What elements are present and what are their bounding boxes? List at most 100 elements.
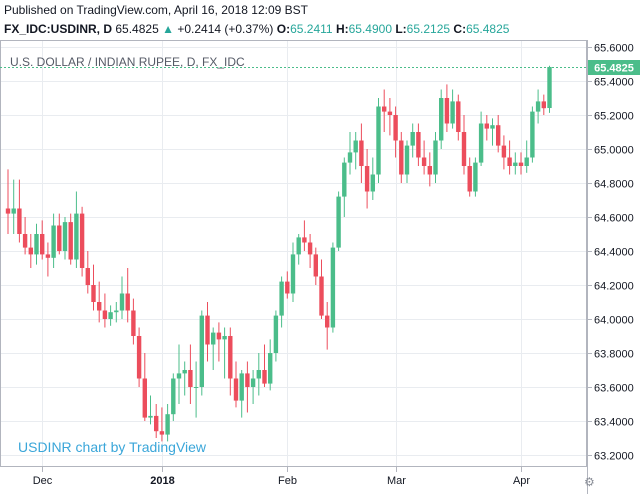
candle[interactable] xyxy=(119,276,125,320)
candle[interactable] xyxy=(547,65,552,113)
candle[interactable] xyxy=(171,373,176,421)
candle[interactable] xyxy=(387,98,393,136)
candle[interactable] xyxy=(439,89,444,150)
candle[interactable] xyxy=(28,234,33,268)
candle[interactable] xyxy=(11,179,16,234)
candle[interactable] xyxy=(239,370,244,418)
candle[interactable] xyxy=(353,132,358,170)
candle[interactable] xyxy=(370,157,375,201)
candle[interactable] xyxy=(74,191,79,269)
candle[interactable] xyxy=(17,179,22,243)
candle[interactable] xyxy=(530,106,535,163)
candle[interactable] xyxy=(108,305,113,326)
candle[interactable] xyxy=(131,298,136,345)
candle[interactable] xyxy=(34,223,39,265)
candle[interactable] xyxy=(268,339,273,391)
candle[interactable] xyxy=(91,264,96,311)
candle[interactable] xyxy=(404,140,410,184)
candle[interactable] xyxy=(250,370,256,404)
candle[interactable] xyxy=(364,149,370,209)
candle[interactable] xyxy=(518,152,524,175)
candle[interactable] xyxy=(296,234,301,265)
candle[interactable] xyxy=(524,140,529,173)
candle[interactable] xyxy=(136,327,142,388)
candle[interactable] xyxy=(467,157,472,197)
candle[interactable] xyxy=(154,404,159,438)
candle[interactable] xyxy=(245,361,250,413)
candle[interactable] xyxy=(478,111,484,166)
candle[interactable] xyxy=(450,89,455,129)
candle[interactable] xyxy=(382,89,387,133)
candle[interactable] xyxy=(188,344,193,405)
candle[interactable] xyxy=(307,234,313,268)
candle[interactable] xyxy=(473,157,478,197)
candle[interactable] xyxy=(501,135,507,170)
candle[interactable] xyxy=(456,94,461,141)
candle[interactable] xyxy=(142,353,147,421)
candle[interactable] xyxy=(273,310,279,362)
candle[interactable] xyxy=(102,293,108,328)
candle[interactable] xyxy=(541,94,546,115)
candle[interactable] xyxy=(165,404,170,442)
candle[interactable] xyxy=(279,276,284,328)
candle[interactable] xyxy=(330,242,336,333)
candle[interactable] xyxy=(176,344,182,405)
candle[interactable] xyxy=(290,242,296,303)
candle[interactable] xyxy=(513,152,518,175)
candle[interactable] xyxy=(342,157,347,218)
candle[interactable] xyxy=(114,302,119,323)
candle[interactable] xyxy=(5,169,11,234)
candle[interactable] xyxy=(216,322,222,362)
candle[interactable] xyxy=(444,84,450,132)
candle[interactable] xyxy=(182,361,187,396)
candle[interactable] xyxy=(336,191,341,252)
candle[interactable] xyxy=(193,361,199,418)
candle[interactable] xyxy=(205,302,210,362)
candle[interactable] xyxy=(148,395,153,425)
candle[interactable] xyxy=(57,213,62,255)
candle[interactable] xyxy=(68,213,73,265)
candle[interactable] xyxy=(507,140,512,175)
candle[interactable] xyxy=(62,217,68,260)
candle[interactable] xyxy=(159,407,165,442)
candle[interactable] xyxy=(85,251,90,294)
candle[interactable] xyxy=(535,89,541,124)
candle[interactable] xyxy=(199,310,204,396)
settings-gear-icon[interactable]: ⚙ xyxy=(584,475,595,489)
candle[interactable] xyxy=(490,118,495,146)
candle[interactable] xyxy=(484,115,489,141)
candle-body xyxy=(404,145,410,175)
candle-body xyxy=(125,293,130,311)
candle[interactable] xyxy=(97,281,102,323)
candle[interactable] xyxy=(461,115,467,175)
candle[interactable] xyxy=(427,152,432,187)
candle[interactable] xyxy=(285,271,290,299)
candle[interactable] xyxy=(40,220,45,260)
candle[interactable] xyxy=(313,247,318,285)
candle[interactable] xyxy=(222,327,227,379)
candle[interactable] xyxy=(410,123,415,158)
candle[interactable] xyxy=(496,115,501,153)
candle[interactable] xyxy=(22,217,28,255)
candle[interactable] xyxy=(393,106,398,158)
candle[interactable] xyxy=(262,344,267,388)
candle[interactable] xyxy=(399,132,404,183)
candle[interactable] xyxy=(421,140,427,175)
candle[interactable] xyxy=(51,213,56,268)
candle[interactable] xyxy=(359,123,364,184)
candle[interactable] xyxy=(325,302,330,350)
candle[interactable] xyxy=(416,123,421,167)
candle[interactable] xyxy=(211,327,216,371)
candle[interactable] xyxy=(347,132,353,175)
candle[interactable] xyxy=(376,98,381,183)
candle[interactable] xyxy=(319,259,324,320)
candle[interactable] xyxy=(256,353,261,396)
candle[interactable] xyxy=(433,132,438,183)
candle[interactable] xyxy=(45,242,51,277)
candle[interactable] xyxy=(302,220,307,251)
candle[interactable] xyxy=(125,268,130,323)
candle[interactable] xyxy=(228,327,233,396)
candle[interactable] xyxy=(233,361,239,408)
candle[interactable] xyxy=(79,206,85,277)
